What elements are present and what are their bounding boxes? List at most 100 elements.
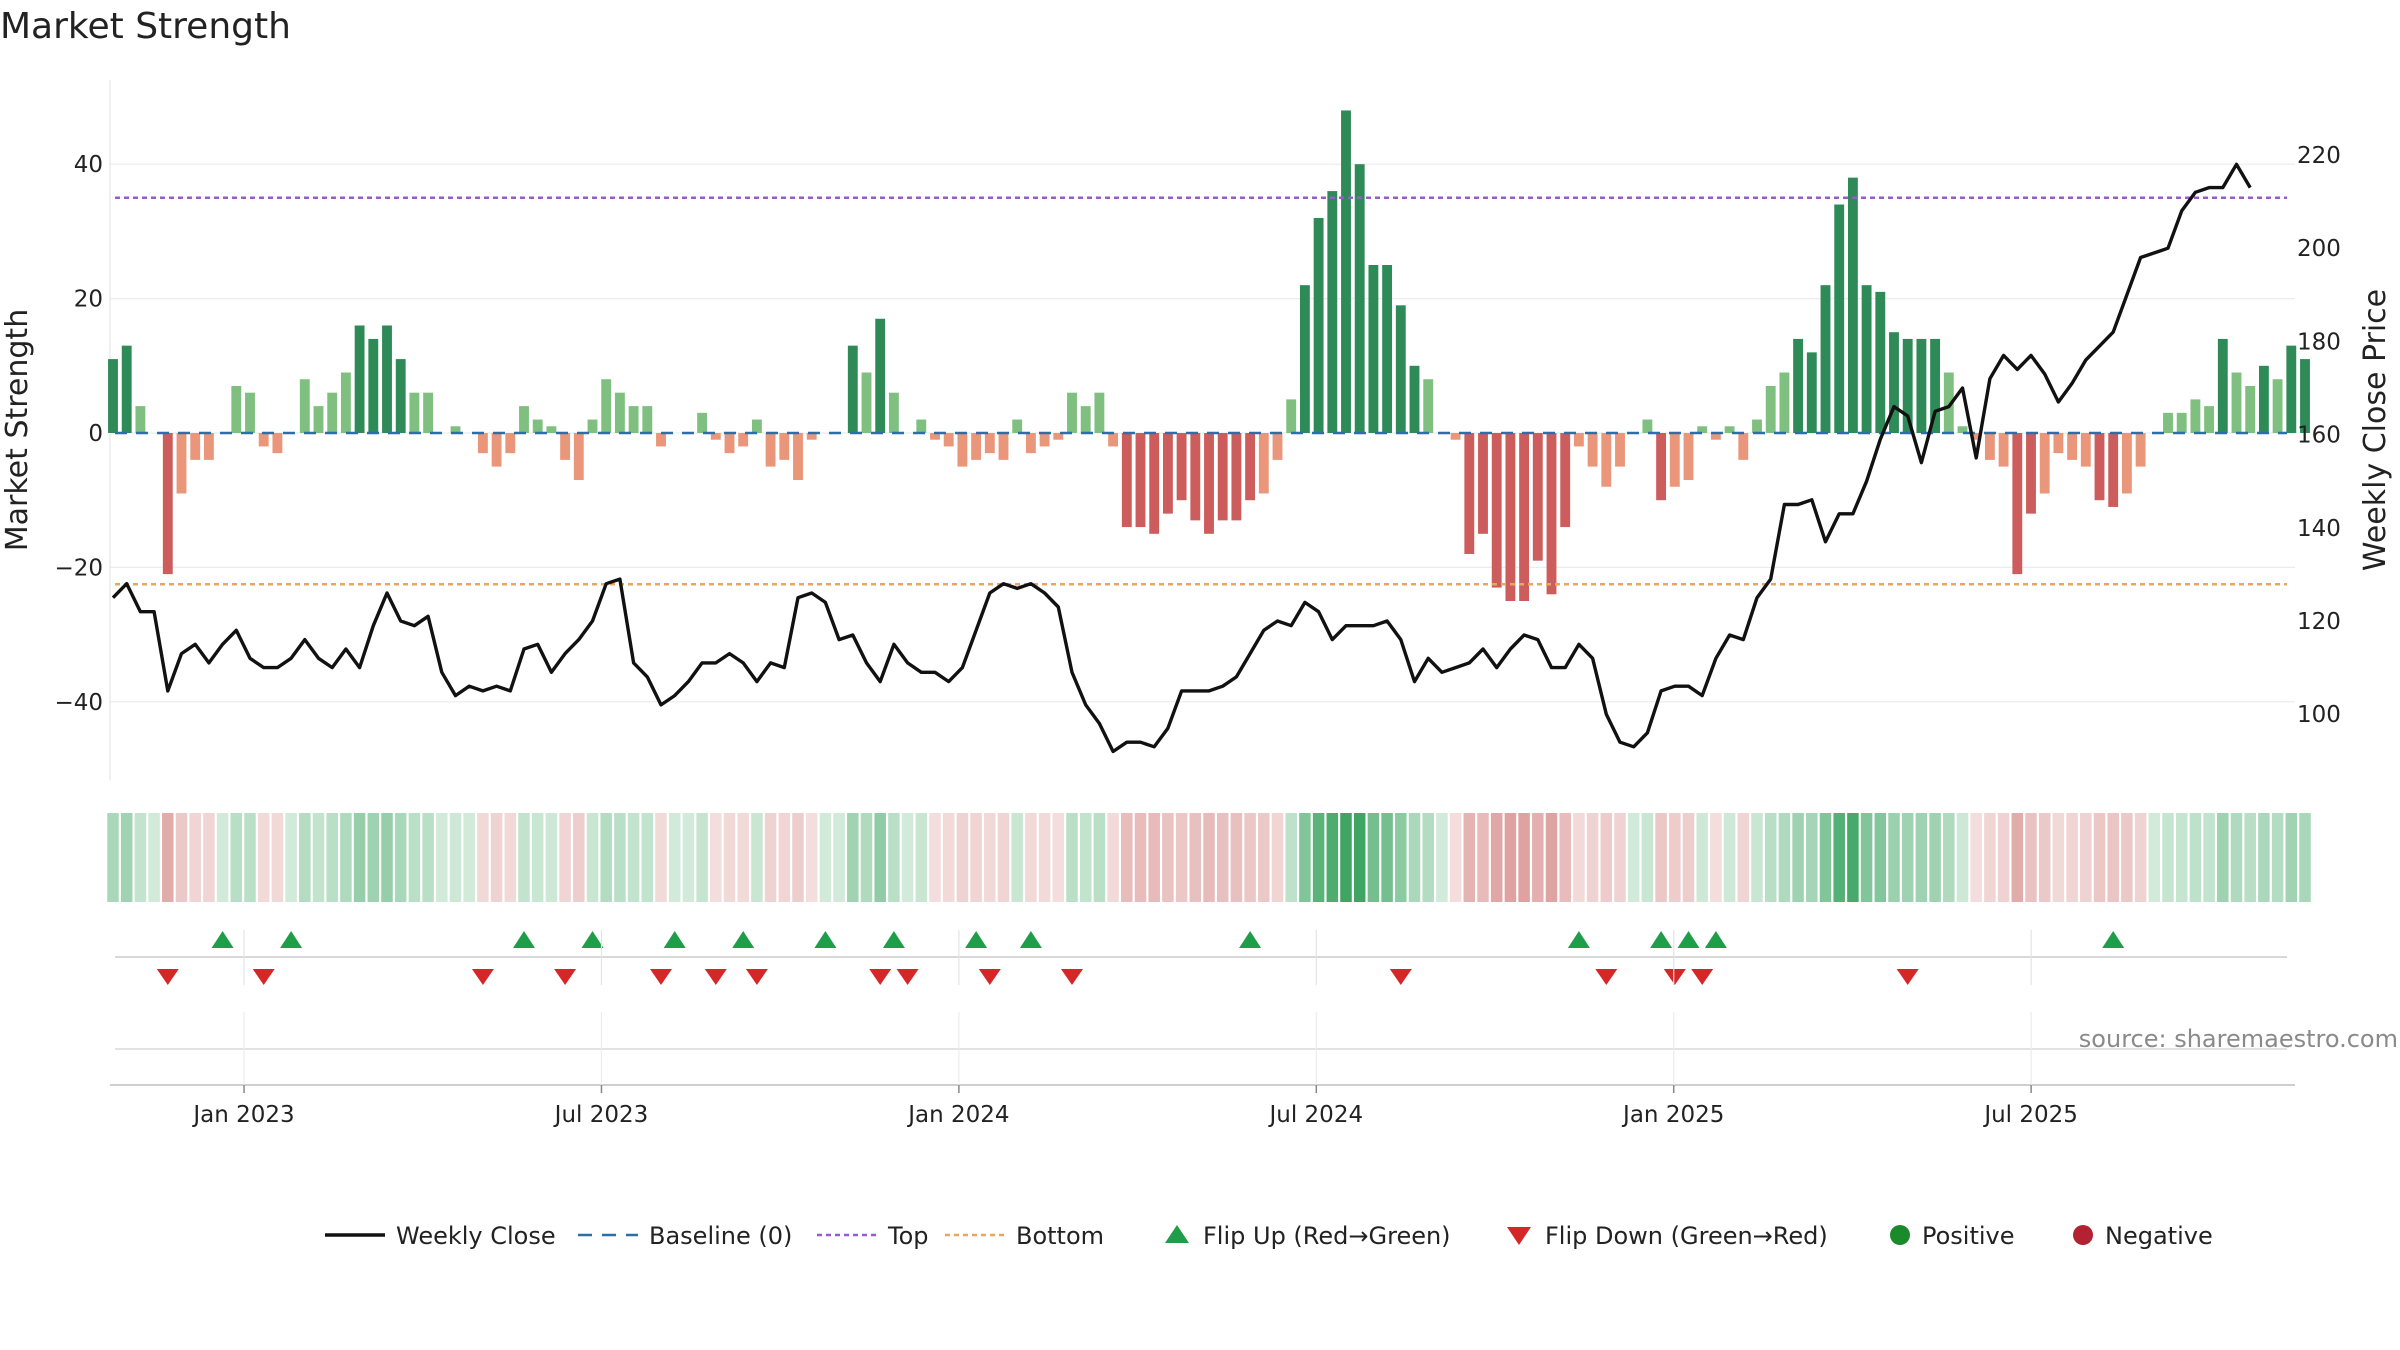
heat-cell: [860, 813, 873, 902]
heat-cell: [737, 813, 749, 902]
flip-up-marker: [1677, 931, 1700, 948]
heat-cell: [723, 813, 736, 902]
strength-bar: [1217, 433, 1228, 521]
strength-bar: [450, 426, 461, 433]
heat-cell: [710, 813, 722, 902]
heat-cell: [600, 813, 612, 902]
strength-bar: [1820, 285, 1831, 433]
strength-bar: [1546, 433, 1557, 595]
heat-cell: [2189, 813, 2202, 902]
strength-bar: [2080, 433, 2091, 467]
heat-cell: [1655, 813, 1667, 902]
heat-cell: [299, 813, 311, 902]
heat-cell: [1532, 813, 1544, 902]
strength-bar: [1080, 406, 1091, 433]
legend-label: Flip Up (Red→Green): [1203, 1222, 1451, 1250]
heat-cell: [1833, 813, 1845, 902]
heat-cell: [162, 813, 174, 902]
heat-cell: [573, 813, 585, 902]
strength-bar: [1710, 433, 1721, 440]
strength-bar: [2217, 338, 2228, 433]
strength-bar: [1204, 433, 1214, 534]
flip-down-marker: [1061, 969, 1083, 985]
heat-cell: [1847, 813, 1859, 902]
strength-bar: [1560, 433, 1571, 528]
strength-bar: [2135, 433, 2146, 467]
strength-bar: [1341, 110, 1351, 433]
strength-bar: [2245, 385, 2256, 433]
flip-down-marker: [1691, 969, 1714, 985]
flip-up-marker: [1567, 931, 1590, 948]
heat-cell: [668, 813, 681, 902]
heat-cell: [449, 813, 462, 902]
heat-cell: [888, 813, 900, 902]
strength-bar: [1779, 372, 1790, 433]
heat-cell: [1490, 813, 1503, 902]
strength-bar: [299, 379, 310, 433]
legend-item: Bottom: [945, 1222, 1104, 1250]
strength-bar: [272, 433, 283, 454]
heat-cell: [984, 813, 996, 902]
strength-bar: [875, 318, 886, 433]
heat-cell: [1737, 813, 1750, 902]
strength-bar: [1847, 177, 1858, 433]
strength-bar: [1286, 399, 1297, 433]
legend-item: Baseline (0): [578, 1222, 792, 1250]
heat-cell: [1011, 813, 1023, 902]
flip-up-marker: [882, 931, 905, 948]
strength-bar: [1464, 433, 1475, 554]
heat-cell: [1326, 813, 1339, 902]
heat-cell: [189, 813, 201, 902]
strength-bar: [505, 433, 516, 454]
heat-cell: [148, 813, 160, 902]
heat-cell: [1751, 813, 1763, 902]
heat-cell: [1970, 813, 1982, 902]
heat-cell: [1216, 813, 1229, 902]
y-tick-label-left: −40: [54, 690, 103, 716]
heat-cell: [696, 813, 708, 902]
flip-up-marker: [280, 931, 303, 948]
heat-cell: [1093, 813, 1106, 902]
strength-bar: [1669, 433, 1680, 487]
heat-cell: [1230, 813, 1243, 902]
heat-cell: [1477, 813, 1489, 902]
strength-bar: [710, 433, 721, 440]
heat-cell: [847, 813, 859, 902]
flip-markers-panel: [115, 931, 2287, 985]
strength-bar: [2067, 433, 2078, 460]
strength-bar: [313, 406, 324, 433]
strength-bar: [793, 433, 803, 481]
strength-bar: [1587, 433, 1598, 467]
x-axis: Jan 2023 Jul 2023 Jan 2024 Jul 2024 Jan 2025…: [110, 930, 2295, 1128]
heat-cell: [614, 813, 626, 902]
heat-cell: [764, 813, 777, 902]
strength-bar: [1121, 433, 1132, 528]
strength-bar: [1395, 305, 1406, 433]
heat-cell: [2217, 813, 2229, 902]
heat-cell: [2011, 813, 2024, 902]
strength-bar: [1313, 217, 1324, 433]
flip-down-marker: [1663, 969, 1686, 985]
heat-cell: [1340, 813, 1352, 902]
strength-bar: [1861, 285, 1872, 433]
strength-bar: [1272, 433, 1283, 460]
strength-bar: [1478, 433, 1488, 534]
reference-lines: [115, 196, 2287, 586]
strength-bar: [614, 392, 625, 433]
strength-bar: [1094, 392, 1105, 433]
heat-cell: [1997, 813, 2010, 902]
x-tick-label: Jul 2023: [553, 1102, 649, 1128]
heat-cell: [956, 813, 969, 902]
strength-bar: [1765, 385, 1776, 433]
flip-down-marker: [1595, 969, 1618, 985]
heat-cell: [285, 813, 297, 902]
x-tick-label: Jan 2023: [191, 1102, 294, 1128]
heat-cell: [271, 813, 284, 902]
strength-bar: [2108, 433, 2119, 507]
heat-cell: [2093, 813, 2106, 902]
strength-bar: [1491, 433, 1502, 588]
y-tick-label-right: 160: [2297, 423, 2341, 449]
flip-up-marker: [2102, 931, 2125, 948]
heat-cell: [120, 813, 133, 902]
strength-bar: [2039, 433, 2050, 494]
